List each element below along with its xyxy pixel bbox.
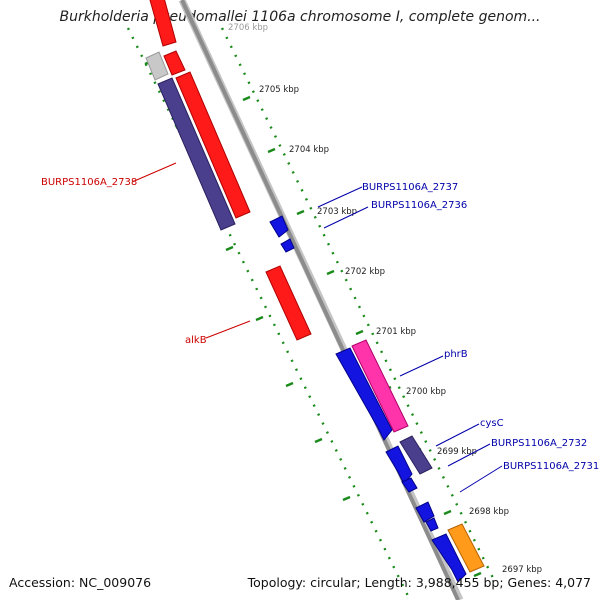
scale-label: 2705 kbp (259, 85, 299, 95)
tick-rings (126, 27, 496, 600)
scale-label: 2703 kbp (317, 207, 357, 217)
gene-BURPS1106A_2732 (399, 435, 433, 475)
gene-label: alkB (185, 335, 207, 346)
gene-label: cysC (480, 418, 504, 429)
inner-major-tick (285, 381, 294, 388)
leader-BURPS1106A_2731 (459, 465, 503, 493)
reverse-gene (415, 501, 435, 523)
scale-label: 2699 kbp (437, 447, 477, 457)
scale-label: 2698 kbp (469, 507, 509, 517)
inner-tick-ring (126, 27, 412, 600)
scale-label: 2700 kbp (406, 387, 446, 397)
backbone-line (180, 0, 460, 600)
inner-major-tick (314, 437, 323, 444)
gene-label: phrB (444, 349, 468, 360)
gene-BURPS1106A_2731 (401, 477, 418, 493)
inner-major-tick (342, 495, 351, 502)
rna-gene (351, 339, 409, 433)
leader-BURPS1106A_2736 (323, 206, 369, 229)
forward-gene (149, 0, 177, 47)
accession-text: Accession: NC_009076 (9, 575, 152, 590)
gene-alkB (265, 265, 312, 341)
leader-cysC (435, 423, 480, 447)
gene-label: BURPS1106A_2736 (371, 200, 467, 211)
gene-labels: BURPS1106A_2738 alkB BURPS1106A_2737 BUR… (41, 177, 599, 472)
scale-label: 2701 kbp (376, 327, 416, 337)
reverse-gene (431, 533, 467, 583)
forward-gene (175, 71, 251, 219)
outer-major-tick (296, 209, 305, 216)
genome-summary-text: Topology: circular; Length: 3,988,455 bp… (247, 575, 591, 590)
forward-strand-features (145, 0, 312, 341)
gene-label: BURPS1106A_2738 (41, 177, 137, 188)
reverse-gene (269, 215, 289, 238)
scale-label: 2706 kbp (228, 23, 268, 33)
leader-BURPS1106A_2738 (131, 162, 177, 183)
reverse-strand-features (269, 215, 485, 583)
pseudo-gene (145, 51, 169, 81)
gene-phrB (335, 347, 393, 441)
scale-label: 2697 kbp (502, 565, 542, 575)
backbone (178, 0, 464, 600)
inner-major-tick (255, 315, 264, 322)
misc-feature (447, 523, 485, 573)
outer-major-tick (473, 571, 482, 578)
outer-major-tick (326, 269, 335, 276)
leader-alkB (205, 320, 251, 339)
label-leaders (131, 162, 503, 493)
map-title: Burkholderia pseudomallei 1106a chromoso… (59, 9, 541, 25)
forward-gene (163, 50, 186, 76)
leader-phrB (399, 355, 444, 377)
outer-major-tick (443, 509, 452, 516)
outer-major-tick (355, 329, 364, 336)
scale-label: 2704 kbp (289, 145, 329, 155)
leader-BURPS1106A_2737 (317, 186, 363, 208)
outer-major-tick (242, 95, 251, 102)
gene-BURPS1106A_2738 (157, 77, 236, 231)
leader-BURPS1106A_2732 (447, 443, 491, 467)
scale-label: 2702 kbp (345, 267, 385, 277)
gene-label: BURPS1106A_2737 (362, 182, 458, 193)
outer-major-tick (267, 147, 276, 154)
gene-label: BURPS1106A_2732 (491, 438, 587, 449)
inner-major-tick (225, 245, 234, 252)
scale-labels: 2706 kbp 2705 kbp 2704 kbp 2703 kbp 2702… (228, 23, 542, 575)
gene-label: BURPS1106A_2731 (503, 461, 599, 472)
reverse-gene (280, 238, 295, 253)
outer-tick-ring (220, 27, 496, 581)
reverse-gene (425, 517, 439, 532)
